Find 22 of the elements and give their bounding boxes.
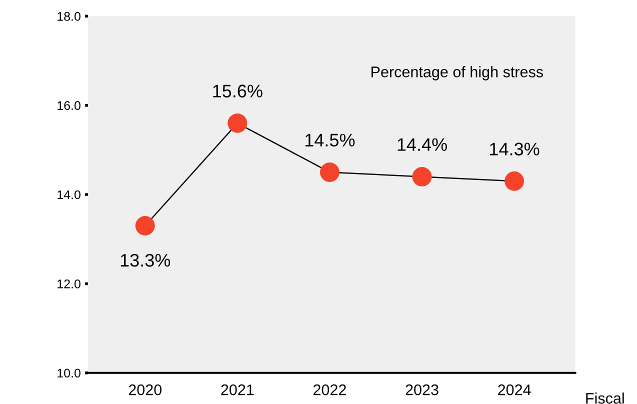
data-label: 13.3%	[120, 254, 170, 267]
data-label: 14.3%	[490, 142, 540, 156]
x-tick-label: 2023	[406, 384, 438, 396]
y-tick-label: 18.0	[58, 12, 80, 21]
point	[504, 171, 524, 191]
y-tick-label: 12.0	[58, 280, 80, 288]
x-axis-title: Fiscal	[586, 392, 624, 404]
y-tick-label: 14.0	[58, 190, 80, 200]
data-label: 15.6%	[213, 84, 262, 98]
data-label: 14.5%	[305, 134, 355, 147]
y-tick-label: 16.0	[58, 101, 80, 110]
annotation: Percentage of high stress	[372, 66, 543, 80]
x-tick-label: 2021	[221, 384, 254, 396]
data-label: 14.4%	[398, 138, 447, 151]
x-tick-label: 2024	[498, 384, 531, 396]
x-tick-label: 2022	[313, 384, 346, 396]
y-tick-label: 10.0	[58, 368, 80, 378]
point	[320, 162, 340, 182]
point	[135, 216, 155, 236]
point	[228, 113, 248, 133]
x-tick-label: 2020	[128, 384, 162, 396]
point	[412, 166, 432, 186]
